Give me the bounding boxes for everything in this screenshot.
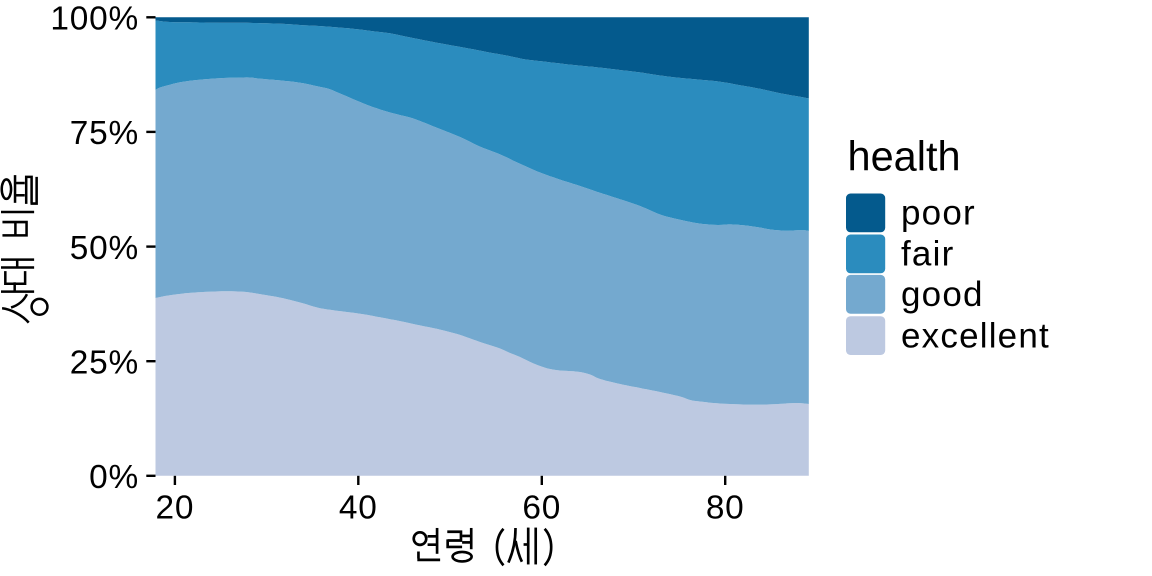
- svg-text:25%: 25%: [70, 345, 139, 382]
- svg-text:80: 80: [706, 490, 745, 527]
- svg-text:0%: 0%: [89, 459, 139, 496]
- svg-text:fair: fair: [901, 235, 954, 274]
- svg-text:40: 40: [339, 490, 378, 527]
- svg-text:75%: 75%: [70, 115, 139, 152]
- svg-text:health: health: [848, 132, 961, 179]
- svg-text:good: good: [901, 275, 984, 314]
- svg-text:poor: poor: [901, 194, 976, 233]
- svg-text:50%: 50%: [70, 230, 139, 267]
- svg-text:100%: 100%: [50, 1, 139, 38]
- svg-text:20: 20: [156, 490, 195, 527]
- svg-text:60: 60: [522, 490, 561, 527]
- svg-text:excellent: excellent: [901, 316, 1050, 355]
